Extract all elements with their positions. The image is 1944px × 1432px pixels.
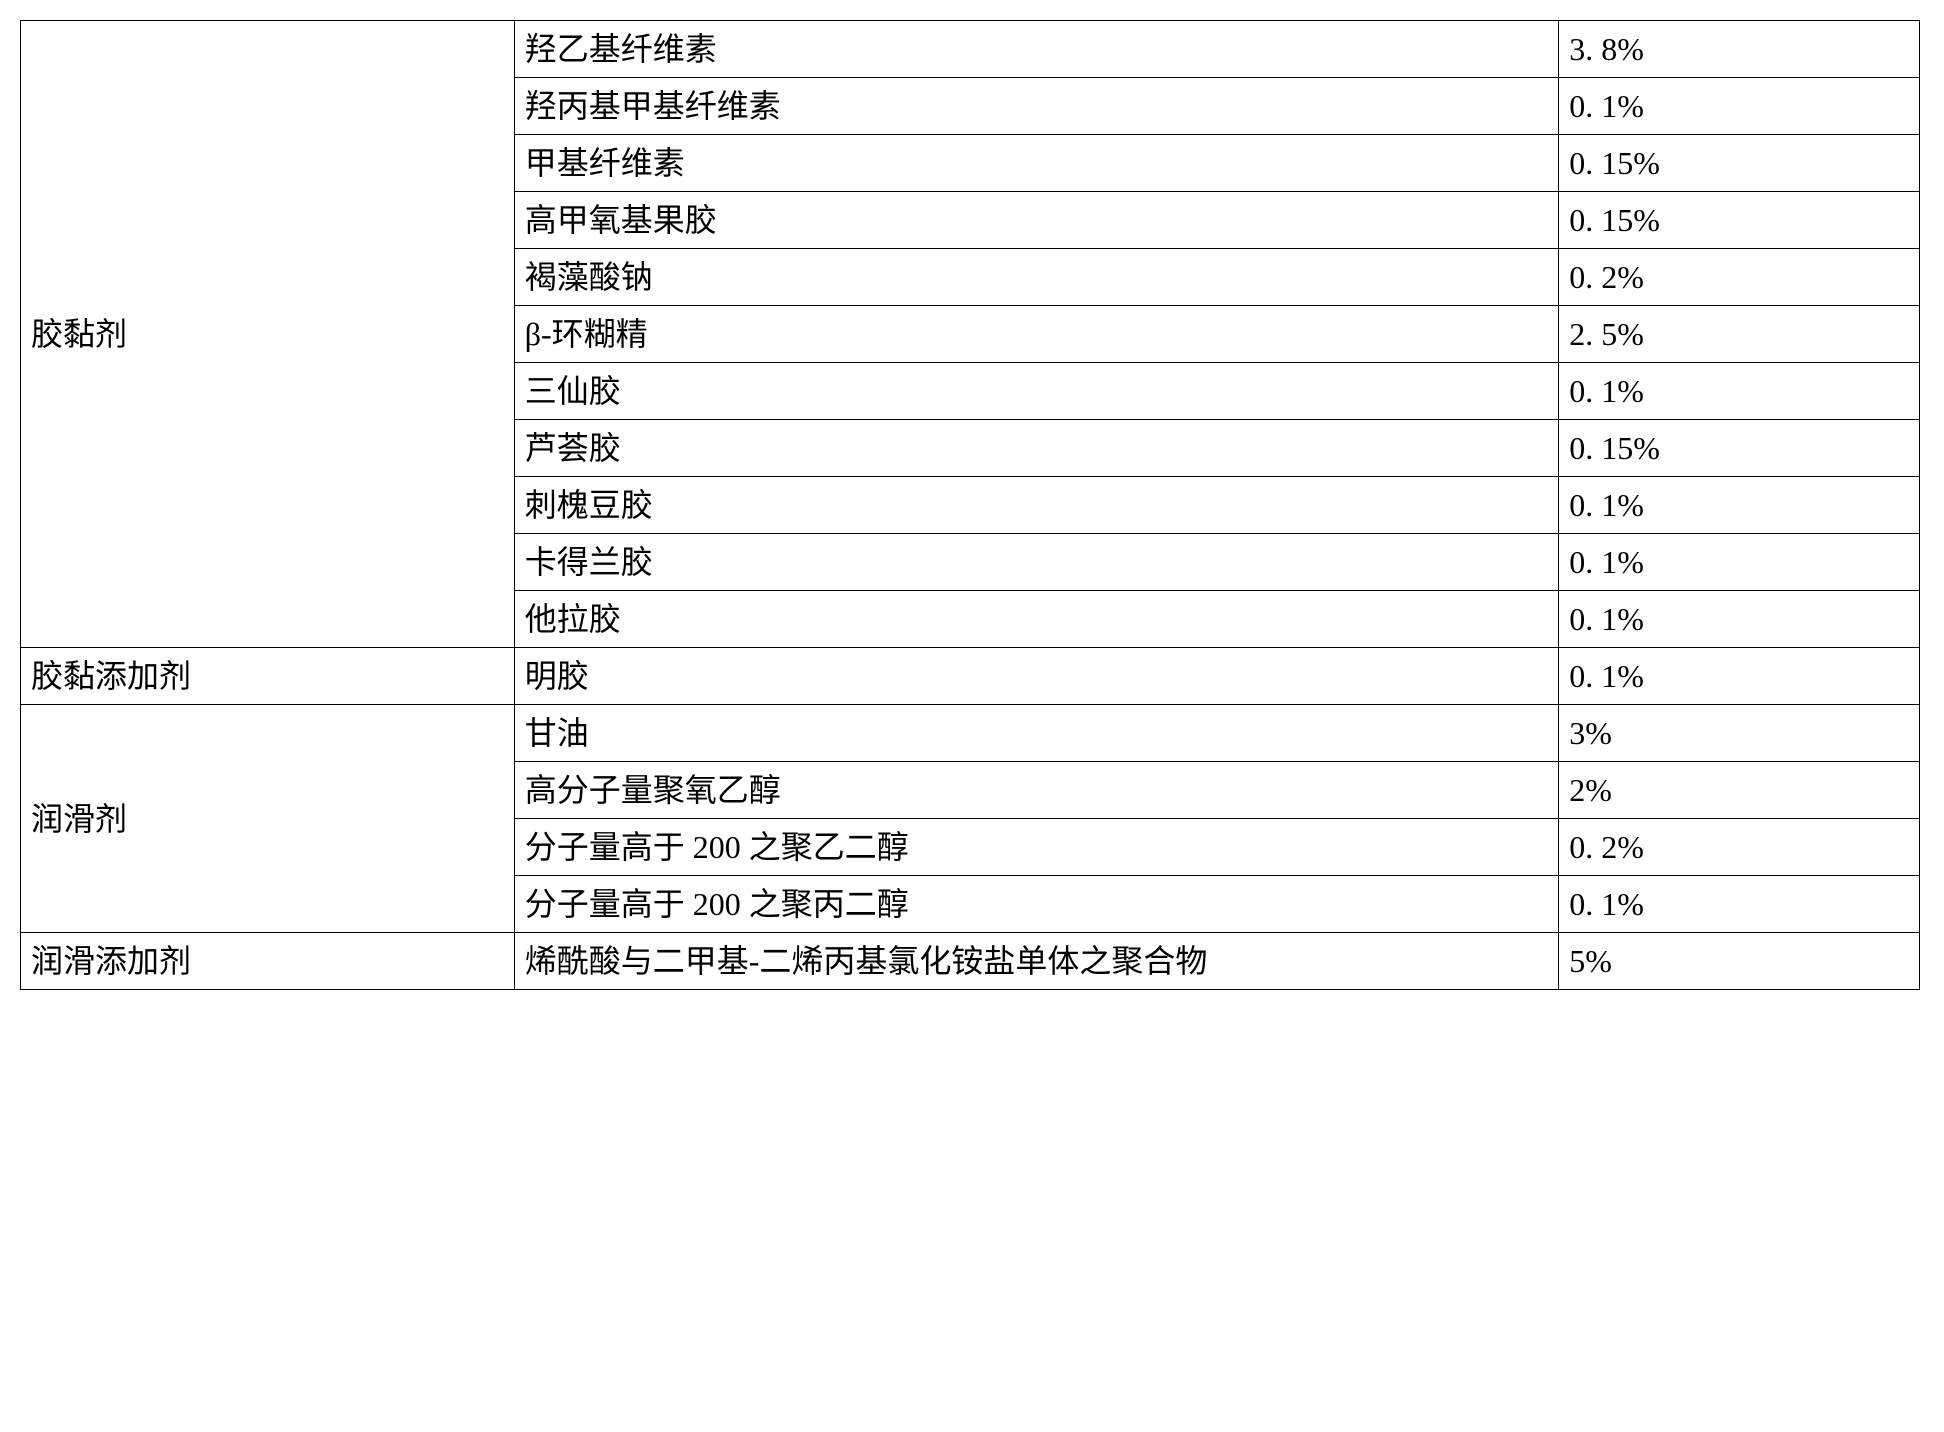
percentage-cell: 0. 15% [1559, 192, 1920, 249]
table-row: 润滑添加剂 烯酰酸与二甲基-二烯丙基氯化铵盐单体之聚合物 5% [21, 933, 1920, 990]
percentage-cell: 0. 1% [1559, 876, 1920, 933]
percentage-cell: 2% [1559, 762, 1920, 819]
ingredient-cell: 分子量高于 200 之聚丙二醇 [514, 876, 1558, 933]
ingredient-cell: 卡得兰胶 [514, 534, 1558, 591]
ingredient-cell: 羟乙基纤维素 [514, 21, 1558, 78]
ingredient-cell: 刺槐豆胶 [514, 477, 1558, 534]
ingredient-cell: 高甲氧基果胶 [514, 192, 1558, 249]
ingredient-cell: 他拉胶 [514, 591, 1558, 648]
percentage-cell: 3% [1559, 705, 1920, 762]
table-row: 胶黏添加剂 明胶 0. 1% [21, 648, 1920, 705]
percentage-cell: 0. 1% [1559, 534, 1920, 591]
category-cell: 胶黏添加剂 [21, 648, 515, 705]
ingredient-cell: 甲基纤维素 [514, 135, 1558, 192]
percentage-cell: 0. 2% [1559, 249, 1920, 306]
ingredient-cell: 三仙胶 [514, 363, 1558, 420]
percentage-cell: 0. 1% [1559, 648, 1920, 705]
percentage-cell: 0. 1% [1559, 477, 1920, 534]
category-cell: 润滑剂 [21, 705, 515, 933]
ingredient-cell: 羟丙基甲基纤维素 [514, 78, 1558, 135]
ingredient-cell: 甘油 [514, 705, 1558, 762]
ingredient-cell: β-环糊精 [514, 306, 1558, 363]
table-row: 润滑剂 甘油 3% [21, 705, 1920, 762]
category-cell: 润滑添加剂 [21, 933, 515, 990]
percentage-cell: 0. 2% [1559, 819, 1920, 876]
ingredient-cell: 明胶 [514, 648, 1558, 705]
category-cell: 胶黏剂 [21, 21, 515, 648]
percentage-cell: 0. 1% [1559, 363, 1920, 420]
ingredient-cell: 褐藻酸钠 [514, 249, 1558, 306]
ingredient-cell: 芦荟胶 [514, 420, 1558, 477]
percentage-cell: 0. 15% [1559, 135, 1920, 192]
percentage-cell: 0. 1% [1559, 78, 1920, 135]
ingredients-table: 胶黏剂 羟乙基纤维素 3. 8% 羟丙基甲基纤维素 0. 1% 甲基纤维素 0.… [20, 20, 1920, 990]
percentage-cell: 5% [1559, 933, 1920, 990]
percentage-cell: 3. 8% [1559, 21, 1920, 78]
ingredient-cell: 高分子量聚氧乙醇 [514, 762, 1558, 819]
percentage-cell: 0. 15% [1559, 420, 1920, 477]
percentage-cell: 0. 1% [1559, 591, 1920, 648]
table-body: 胶黏剂 羟乙基纤维素 3. 8% 羟丙基甲基纤维素 0. 1% 甲基纤维素 0.… [21, 21, 1920, 990]
percentage-cell: 2. 5% [1559, 306, 1920, 363]
ingredient-cell: 烯酰酸与二甲基-二烯丙基氯化铵盐单体之聚合物 [514, 933, 1558, 990]
ingredient-cell: 分子量高于 200 之聚乙二醇 [514, 819, 1558, 876]
table-row: 胶黏剂 羟乙基纤维素 3. 8% [21, 21, 1920, 78]
